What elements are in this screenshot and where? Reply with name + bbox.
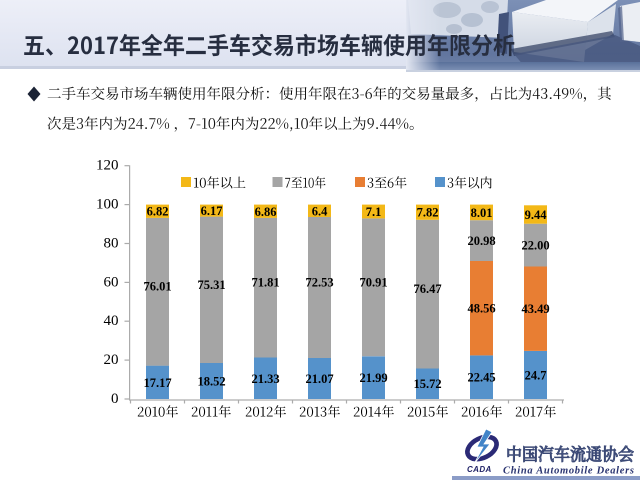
svg-text:CADA: CADA: [467, 465, 492, 474]
svg-text:9.44: 9.44: [525, 208, 548, 222]
svg-text:22.45: 22.45: [467, 371, 495, 385]
svg-text:40: 40: [104, 313, 119, 329]
svg-text:48.56: 48.56: [467, 302, 495, 316]
svg-text:80: 80: [104, 236, 119, 252]
svg-text:21.99: 21.99: [359, 371, 387, 385]
svg-text:24.7: 24.7: [525, 369, 547, 383]
svg-text:7.82: 7.82: [417, 206, 439, 220]
svg-text:20.98: 20.98: [467, 234, 495, 248]
svg-text:18.52: 18.52: [197, 375, 225, 389]
svg-text:15.72: 15.72: [413, 377, 441, 391]
svg-text:20: 20: [104, 352, 119, 368]
svg-text:17.17: 17.17: [143, 376, 171, 390]
svg-text:7.1: 7.1: [366, 205, 382, 219]
svg-text:China Automobile Dealers: China Automobile Dealers: [503, 466, 634, 477]
svg-text:72.53: 72.53: [305, 276, 333, 290]
svg-text:6.82: 6.82: [147, 205, 169, 219]
svg-text:71.81: 71.81: [251, 276, 279, 290]
svg-text:0: 0: [111, 391, 119, 407]
svg-text:8.01: 8.01: [471, 206, 493, 220]
svg-text:21.07: 21.07: [305, 372, 333, 386]
svg-text:21.33: 21.33: [251, 372, 279, 386]
svg-text:6.17: 6.17: [201, 204, 223, 218]
svg-text:75.31: 75.31: [197, 278, 225, 292]
svg-text:76.47: 76.47: [413, 282, 441, 296]
svg-text:22.00: 22.00: [521, 239, 549, 253]
svg-text:100: 100: [96, 197, 119, 213]
svg-text:120: 120: [96, 158, 119, 174]
svg-text:6.86: 6.86: [255, 205, 277, 219]
svg-text:76.01: 76.01: [143, 280, 171, 294]
svg-text:6.4: 6.4: [312, 204, 328, 218]
svg-text:60: 60: [104, 274, 119, 290]
svg-text:43.49: 43.49: [521, 302, 549, 316]
svg-text:70.91: 70.91: [359, 275, 387, 289]
